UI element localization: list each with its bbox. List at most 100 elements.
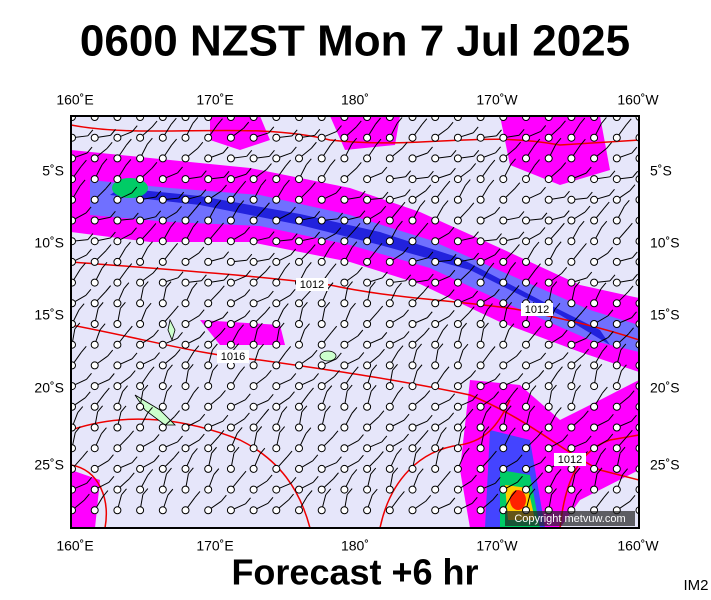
- station: [272, 320, 281, 328]
- wind-barb-tick: [358, 434, 364, 441]
- wind-barb-tick: [151, 120, 158, 128]
- station: [499, 485, 508, 494]
- station: [567, 444, 576, 453]
- station: [113, 485, 122, 494]
- station: [408, 237, 417, 246]
- wind-barb-tick: [531, 282, 538, 289]
- lon-label: 170˚E: [196, 538, 233, 554]
- station: [363, 278, 372, 287]
- station: [408, 257, 417, 266]
- station: [385, 195, 394, 204]
- wind-barb-tick: [146, 137, 153, 145]
- station: [295, 320, 303, 328]
- wind-barb-tick: [564, 108, 569, 114]
- station: [249, 382, 258, 391]
- rain-cell: [112, 178, 148, 198]
- station: [181, 340, 190, 349]
- station: [453, 464, 462, 473]
- wind-barb-tick: [596, 364, 603, 371]
- wind-barb-tick: [494, 206, 501, 214]
- wind-barb-tick: [132, 212, 139, 220]
- wind-barb-tick: [198, 246, 205, 254]
- station: [158, 237, 167, 246]
- wind-barb-tick: [312, 475, 319, 483]
- station: [249, 402, 258, 411]
- wind-barb-tick: [314, 107, 319, 113]
- wind-barb-tick: [654, 270, 659, 276]
- station: [590, 299, 599, 308]
- wind-barb-tick: [470, 163, 477, 170]
- wind-barb-tick: [110, 107, 115, 113]
- station: [453, 175, 462, 184]
- wind-barb-tick: [562, 352, 569, 359]
- wind-barb-tick: [326, 385, 333, 392]
- wind-barb-tick: [468, 306, 475, 314]
- station: [226, 175, 235, 184]
- wind-barb-tick: [444, 180, 451, 188]
- station: [340, 382, 349, 391]
- wind-barb-tick: [560, 162, 567, 169]
- station: [158, 320, 167, 328]
- lon-label: 160˚W: [617, 538, 659, 554]
- wind-barb-tick: [583, 348, 590, 356]
- station: [431, 154, 440, 163]
- wind-barb-tick: [83, 493, 90, 501]
- wind-barb-tick: [422, 222, 429, 230]
- station: [385, 299, 394, 308]
- station: [249, 299, 258, 308]
- station: [136, 299, 145, 308]
- station: [340, 154, 349, 163]
- station: [544, 464, 553, 473]
- station: [113, 216, 122, 225]
- wind-barb-tick: [152, 266, 159, 274]
- wind-barb-tick: [397, 220, 403, 228]
- station: [340, 485, 349, 494]
- station: [317, 464, 326, 473]
- station: [522, 485, 530, 494]
- station: [544, 133, 553, 142]
- station: [204, 485, 213, 494]
- station: [136, 423, 145, 432]
- station: [453, 216, 462, 225]
- station: [90, 237, 99, 246]
- wind-barb-tick: [534, 159, 540, 166]
- wind-barb-tick: [443, 366, 450, 374]
- wind-barb-tick: [473, 231, 479, 238]
- wind-barb-tick: [371, 364, 378, 372]
- station: [158, 133, 167, 142]
- station: [204, 195, 213, 204]
- station: [249, 444, 258, 453]
- wind-barb-tick: [375, 138, 382, 146]
- wind-barb: [640, 276, 655, 282]
- station: [544, 237, 553, 246]
- wind-barb-tick: [218, 222, 224, 230]
- station: [453, 133, 462, 142]
- station: [249, 361, 258, 370]
- station: [295, 444, 303, 453]
- station: [181, 257, 190, 266]
- station: [136, 278, 145, 287]
- wind-barb-tick: [496, 233, 502, 240]
- station: [431, 361, 440, 370]
- wind-barb-tick: [485, 406, 492, 413]
- station: [249, 257, 258, 266]
- station: [113, 299, 122, 308]
- wind-barb-tick: [483, 322, 489, 330]
- wind-barb-tick: [218, 285, 225, 293]
- wind-barb-tick: [267, 290, 274, 298]
- station: [612, 237, 621, 246]
- station: [522, 257, 530, 266]
- wind-barb-tick: [468, 98, 473, 104]
- wind-barb-tick: [81, 159, 87, 167]
- station: [385, 423, 394, 432]
- wind-barb-tick: [447, 121, 454, 129]
- wind-barb-tick: [510, 490, 517, 497]
- station: [204, 444, 213, 453]
- wind-barb-tick: [327, 282, 334, 289]
- wind-barb-tick: [82, 450, 88, 458]
- station: [317, 485, 326, 494]
- wind-barb-tick: [402, 246, 409, 254]
- wind-barb-tick: [403, 331, 410, 338]
- wind-barb-tick: [147, 469, 154, 476]
- wind-barb-tick: [187, 467, 194, 475]
